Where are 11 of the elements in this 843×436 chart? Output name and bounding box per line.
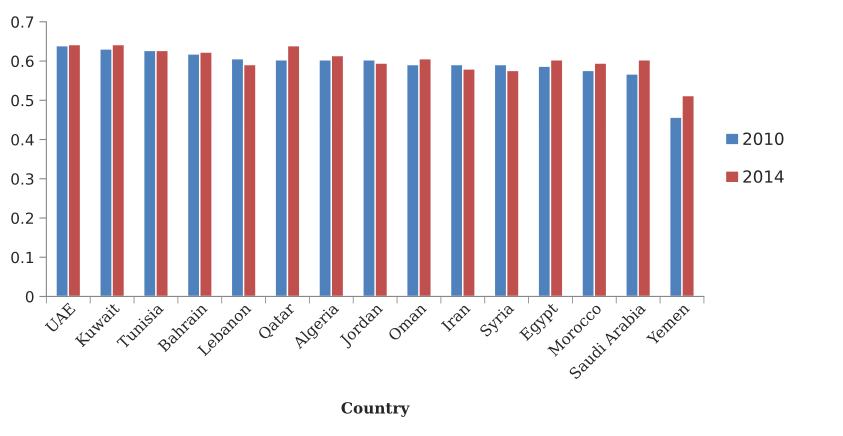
y-tick-label: 0.7 (11, 16, 34, 28)
x-axis-title: Country (342, 402, 410, 417)
legend-label: 2014 (743, 170, 784, 183)
y-tick-label: 0.5 (11, 94, 34, 106)
legend-label: 2010 (743, 132, 784, 146)
y-tick-label: 0.6 (11, 56, 34, 68)
y-tick-label: 0 (26, 290, 34, 302)
y-tick-label: 0.2 (11, 212, 34, 224)
y-tick-label: 0.1 (11, 252, 34, 264)
y-tick-label: 0.3 (11, 173, 34, 185)
y-tick-label: 0.4 (11, 134, 34, 146)
